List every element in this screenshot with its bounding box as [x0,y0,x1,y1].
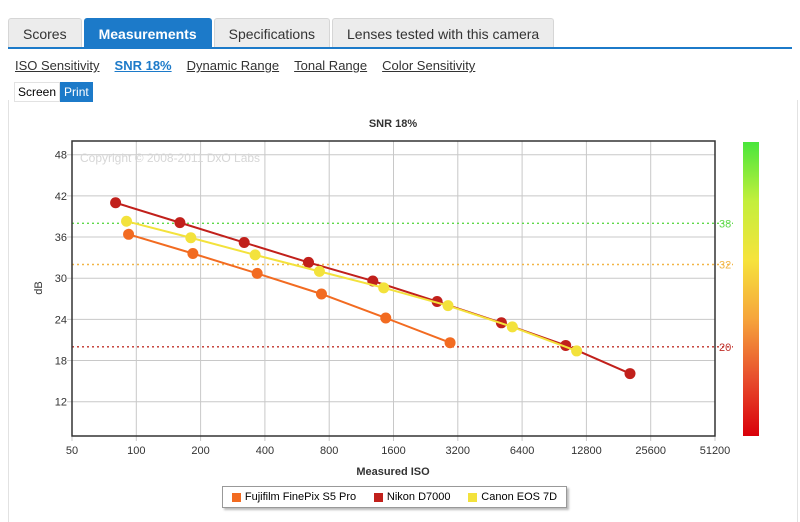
reference-line-label: 38 [719,218,731,230]
y-tick-label: 30 [55,273,67,285]
y-tick-label: 36 [55,232,67,244]
data-point [380,312,392,324]
data-point [444,337,456,349]
data-point [303,256,315,268]
subnav-dynamic-range[interactable]: Dynamic Range [186,58,280,73]
data-point [442,300,454,312]
data-point [571,345,583,357]
data-point [187,248,199,260]
data-point [378,282,390,294]
legend-item-nikon[interactable]: Nikon D7000 [373,491,451,503]
x-tick-label: 800 [320,445,338,457]
x-tick-label: 400 [256,445,274,457]
legend-item-canon[interactable]: Canon EOS 7D [468,491,557,503]
legend-label-fujifilm: Fujifilm FinePix S5 Pro [244,491,357,503]
y-tick-label: 18 [55,356,67,368]
legend-item-fujifilm[interactable]: Fujifilm FinePix S5 Pro [231,491,357,503]
view-toggle: Screen Print [14,82,93,102]
print-toggle-button[interactable]: Print [60,82,93,102]
x-axis-label: Measured ISO [356,466,430,478]
measurement-subnav: ISO Sensitivity SNR 18% Dynamic Range To… [15,58,490,73]
series-line [128,233,451,344]
data-point [185,232,197,244]
legend-swatch-canon [468,492,478,502]
data-point [315,288,327,300]
y-tick-label: 24 [55,314,67,326]
x-tick-label: 100 [127,445,145,457]
data-point [249,249,261,261]
legend-label-canon: Canon EOS 7D [481,491,558,503]
legend-label-nikon: Nikon D7000 [386,491,451,503]
watermark-text: Copyright © 2008-2011 DxO Labs [80,151,260,165]
chart-legend: Fujifilm FinePix S5 Pro Nikon D7000 Cano… [222,486,567,508]
screen-toggle-button[interactable]: Screen [14,82,61,102]
x-tick-label: 25600 [635,445,666,457]
subnav-color-sensitivity[interactable]: Color Sensitivity [382,58,476,73]
data-point [110,197,122,209]
tab-specifications[interactable]: Specifications [213,18,331,48]
x-tick-label: 12800 [571,445,602,457]
x-tick-label: 1600 [381,445,405,457]
x-tick-label: 51200 [700,445,731,457]
reference-line-label: 32 [719,259,731,271]
data-point [251,267,263,279]
series-line [126,220,577,352]
legend-swatch-fujifilm [231,492,241,502]
y-axis-label: dB [33,281,45,294]
color-scale-bar [743,142,759,436]
legend-swatch-nikon [373,492,383,502]
tab-bar: Scores Measurements Specifications Lense… [8,18,556,48]
y-tick-label: 42 [55,191,67,203]
data-point [624,368,636,380]
chart-panel [8,100,798,522]
data-point [123,228,135,240]
data-point [238,237,250,249]
data-point [506,321,518,333]
plot-border [71,140,716,437]
x-tick-label: 6400 [510,445,534,457]
tab-measurements[interactable]: Measurements [83,18,212,48]
tab-underline [8,47,792,49]
subnav-iso-sensitivity[interactable]: ISO Sensitivity [15,58,100,73]
subnav-snr-18[interactable]: SNR 18% [114,58,172,73]
data-point [174,217,186,229]
y-tick-label: 48 [55,150,67,162]
x-tick-label: 50 [66,445,78,457]
tab-scores[interactable]: Scores [8,18,82,48]
chart-title: SNR 18% [369,118,418,130]
data-point [313,265,325,277]
reference-line-label: 20 [719,342,731,354]
tab-lenses-tested[interactable]: Lenses tested with this camera [332,18,555,48]
x-tick-label: 200 [191,445,209,457]
subnav-tonal-range[interactable]: Tonal Range [294,58,368,73]
x-tick-label: 3200 [446,445,470,457]
y-tick-label: 12 [55,397,67,409]
data-point [121,215,133,227]
